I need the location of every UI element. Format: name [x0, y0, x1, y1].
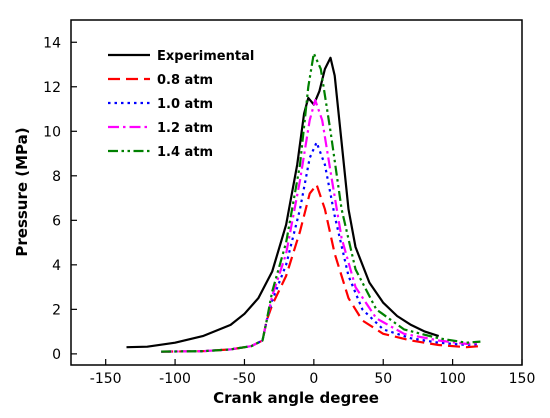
x-tick-label-5: 100 [439, 371, 466, 387]
legend-label-4: 1.4 atm [157, 145, 213, 160]
series-line-0 [126, 56, 440, 349]
x-axis-label: Crank angle degree [213, 389, 379, 407]
series-line-4 [161, 52, 481, 353]
y-tick-label-3: 6 [52, 213, 61, 229]
legend: Experimental 0.8 atm 1.0 atm 1.2 atm 1.4 atm [108, 49, 254, 160]
series-line-2 [161, 141, 481, 353]
plot-frame [70, 19, 523, 366]
x-tick-label-2: -50 [233, 371, 256, 387]
legend-label-1: 0.8 atm [157, 73, 213, 88]
x-tick-label-6: 150 [509, 371, 536, 387]
x-tick-label-3: 0 [309, 371, 318, 387]
y-tick-label-6: 12 [43, 80, 61, 96]
y-tick-label-0: 0 [52, 347, 61, 363]
y-tick-label-4: 8 [52, 169, 61, 185]
y-tick-label-1: 2 [52, 302, 61, 318]
y-tick-label-5: 10 [43, 124, 61, 140]
y-tick-label-7: 14 [43, 35, 61, 51]
x-tick-label-0: -150 [90, 371, 122, 387]
x-tick-label-4: 50 [374, 371, 392, 387]
legend-label-0: Experimental [157, 49, 254, 64]
ticks-layer: -150 -100 -50 0 50 100 150 0 2 4 6 8 10 12 14 [43, 35, 535, 387]
y-axis-label: Pressure (MPa) [13, 127, 31, 256]
series-line-3 [161, 99, 481, 353]
y-tick-label-2: 4 [52, 258, 61, 274]
series-line-1 [161, 183, 481, 353]
legend-label-2: 1.0 atm [157, 97, 213, 112]
legend-label-3: 1.2 atm [157, 121, 213, 136]
series-layer [126, 52, 481, 353]
x-tick-label-1: -100 [159, 371, 191, 387]
